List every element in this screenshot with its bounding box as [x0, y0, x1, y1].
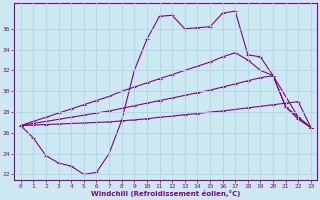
X-axis label: Windchill (Refroidissement éolien,°C): Windchill (Refroidissement éolien,°C) — [91, 190, 241, 197]
